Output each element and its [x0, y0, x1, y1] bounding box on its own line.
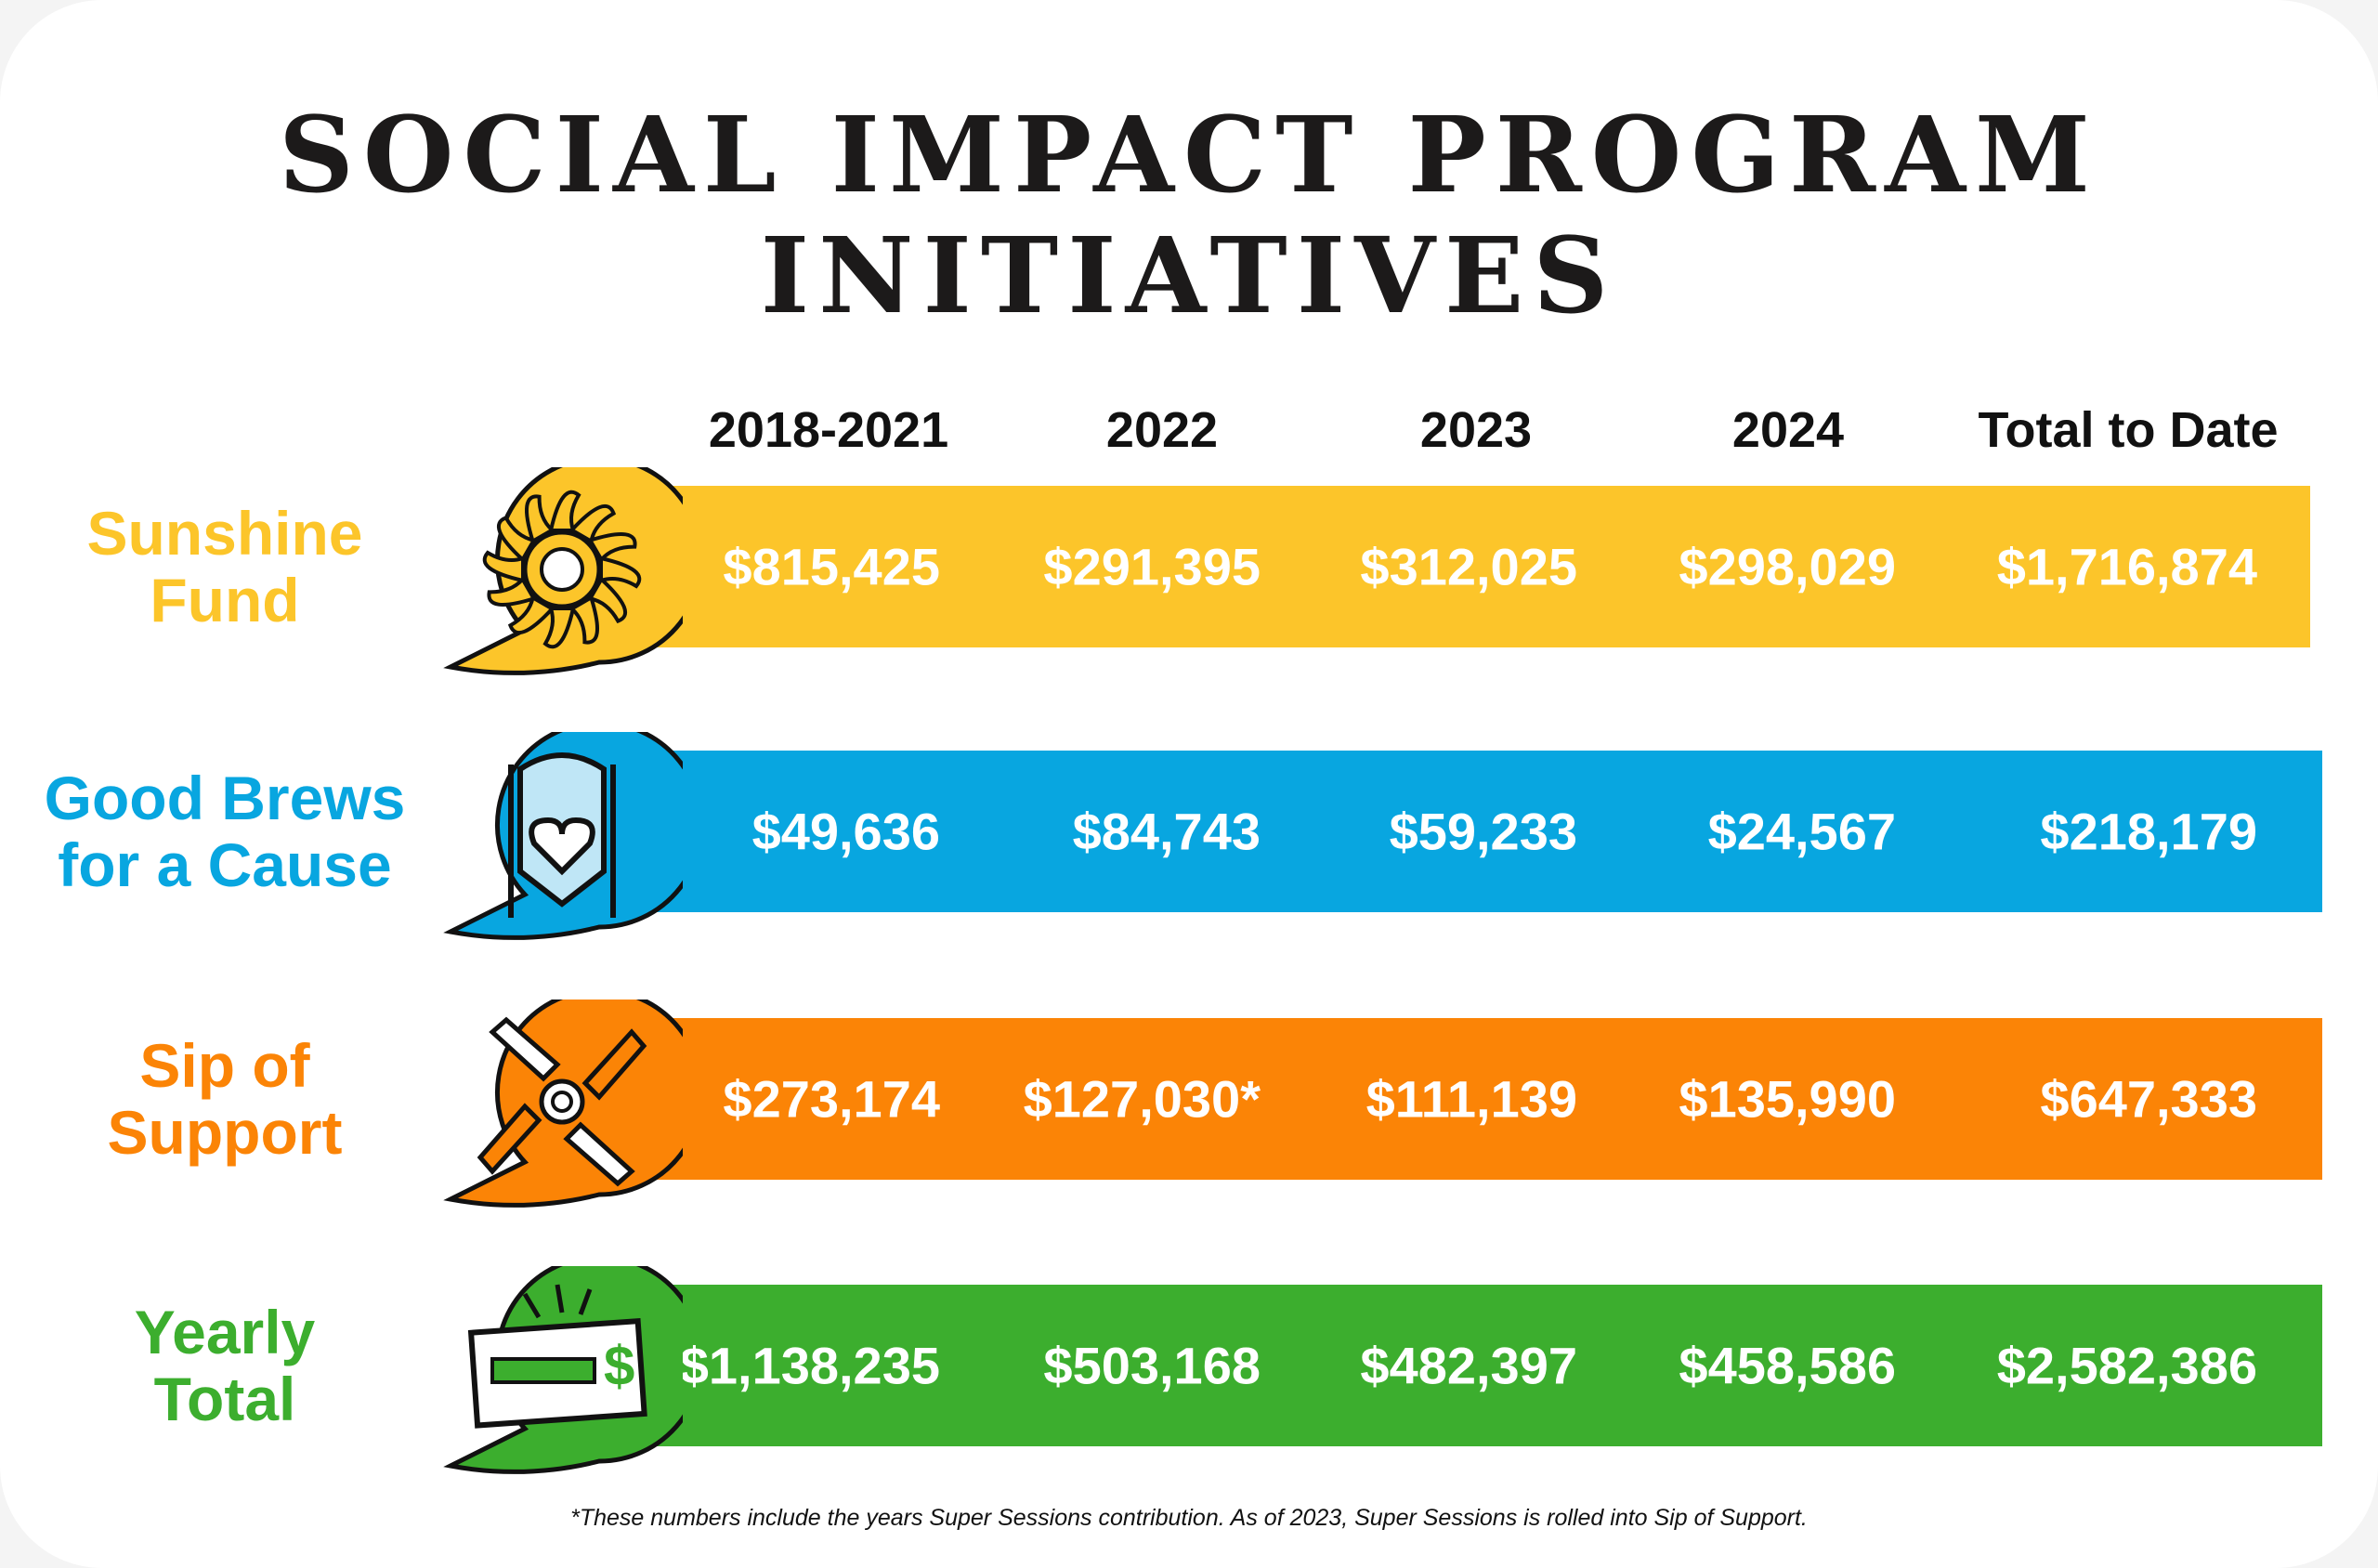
value-cell: $59,233	[1389, 802, 1577, 861]
value-cell: $273,174	[723, 1069, 940, 1129]
column-header: 2022	[1105, 402, 1219, 458]
column-header: Total to Date	[1978, 402, 2279, 458]
svg-text:$: $	[604, 1335, 634, 1397]
column-header: 2018-2021	[708, 402, 949, 458]
row-bar: $273,174 $127,030* $111,139 $135,990 $647,33…	[637, 1018, 2322, 1180]
value-cell: $815,425	[723, 537, 940, 596]
row-bar: $49,636 $84,743 $59,233 $24,567 $218,179	[637, 751, 2322, 912]
brew-tank-heart-icon	[443, 732, 683, 940]
page-title-line2: INITIATIVES	[760, 216, 1618, 337]
footnote: *These numbers include the years Super S…	[570, 1505, 1808, 1531]
row-label-line2: Total	[153, 1365, 296, 1433]
page-title: SOCIAL IMPACT PROGRAM	[279, 95, 2099, 216]
row-label-line1: Yearly	[134, 1298, 316, 1366]
value-cell: $218,179	[2040, 802, 2257, 861]
row-label-line2: Fund	[150, 566, 300, 634]
value-cell: $24,567	[1707, 802, 1896, 861]
row-label: Good Brews for a Cause	[20, 764, 429, 898]
check-dollar-icon: $	[443, 1266, 683, 1474]
value-cell: $49,636	[751, 802, 940, 861]
column-header: 2024	[1731, 402, 1845, 458]
value-cell: $647,333	[2040, 1069, 2257, 1129]
value-cell: $111,139	[1365, 1069, 1577, 1129]
value-cell: $482,397	[1360, 1336, 1577, 1395]
row-label-line1: Sunshine	[86, 499, 363, 568]
row-label: Yearly Total	[20, 1299, 429, 1432]
value-cell: $291,395	[1043, 537, 1261, 596]
value-cell: $1,138,235	[679, 1336, 940, 1395]
value-cell: $312,025	[1360, 537, 1577, 596]
column-header: 2023	[1419, 402, 1533, 458]
value-cell: $127,030*	[1023, 1069, 1261, 1129]
row-bar: $1,138,235 $503,168 $482,397 $458,586 $2,582…	[637, 1285, 2322, 1446]
value-cell: $503,168	[1043, 1336, 1261, 1395]
value-cell: $135,990	[1679, 1069, 1896, 1129]
value-cell: $1,716,874	[1996, 537, 2257, 596]
value-cell: $84,743	[1072, 802, 1261, 861]
row-bar: $815,425 $291,395 $312,025 $298,029 $1,716,8…	[637, 486, 2310, 647]
joined-hands-icon	[443, 1000, 683, 1208]
value-cell: $2,582,386	[1996, 1336, 2257, 1395]
row-label-line2: Support	[107, 1098, 343, 1167]
row-label: Sunshine Fund	[20, 500, 429, 634]
row-label: Sip of Support	[20, 1032, 429, 1166]
sun-icon	[443, 467, 683, 675]
value-cell: $298,029	[1679, 537, 1896, 596]
value-cell: $458,586	[1679, 1336, 1896, 1395]
row-label-line2: for a Cause	[58, 830, 392, 899]
row-label-line1: Sip of	[139, 1031, 310, 1100]
row-label-line1: Good Brews	[44, 764, 406, 832]
